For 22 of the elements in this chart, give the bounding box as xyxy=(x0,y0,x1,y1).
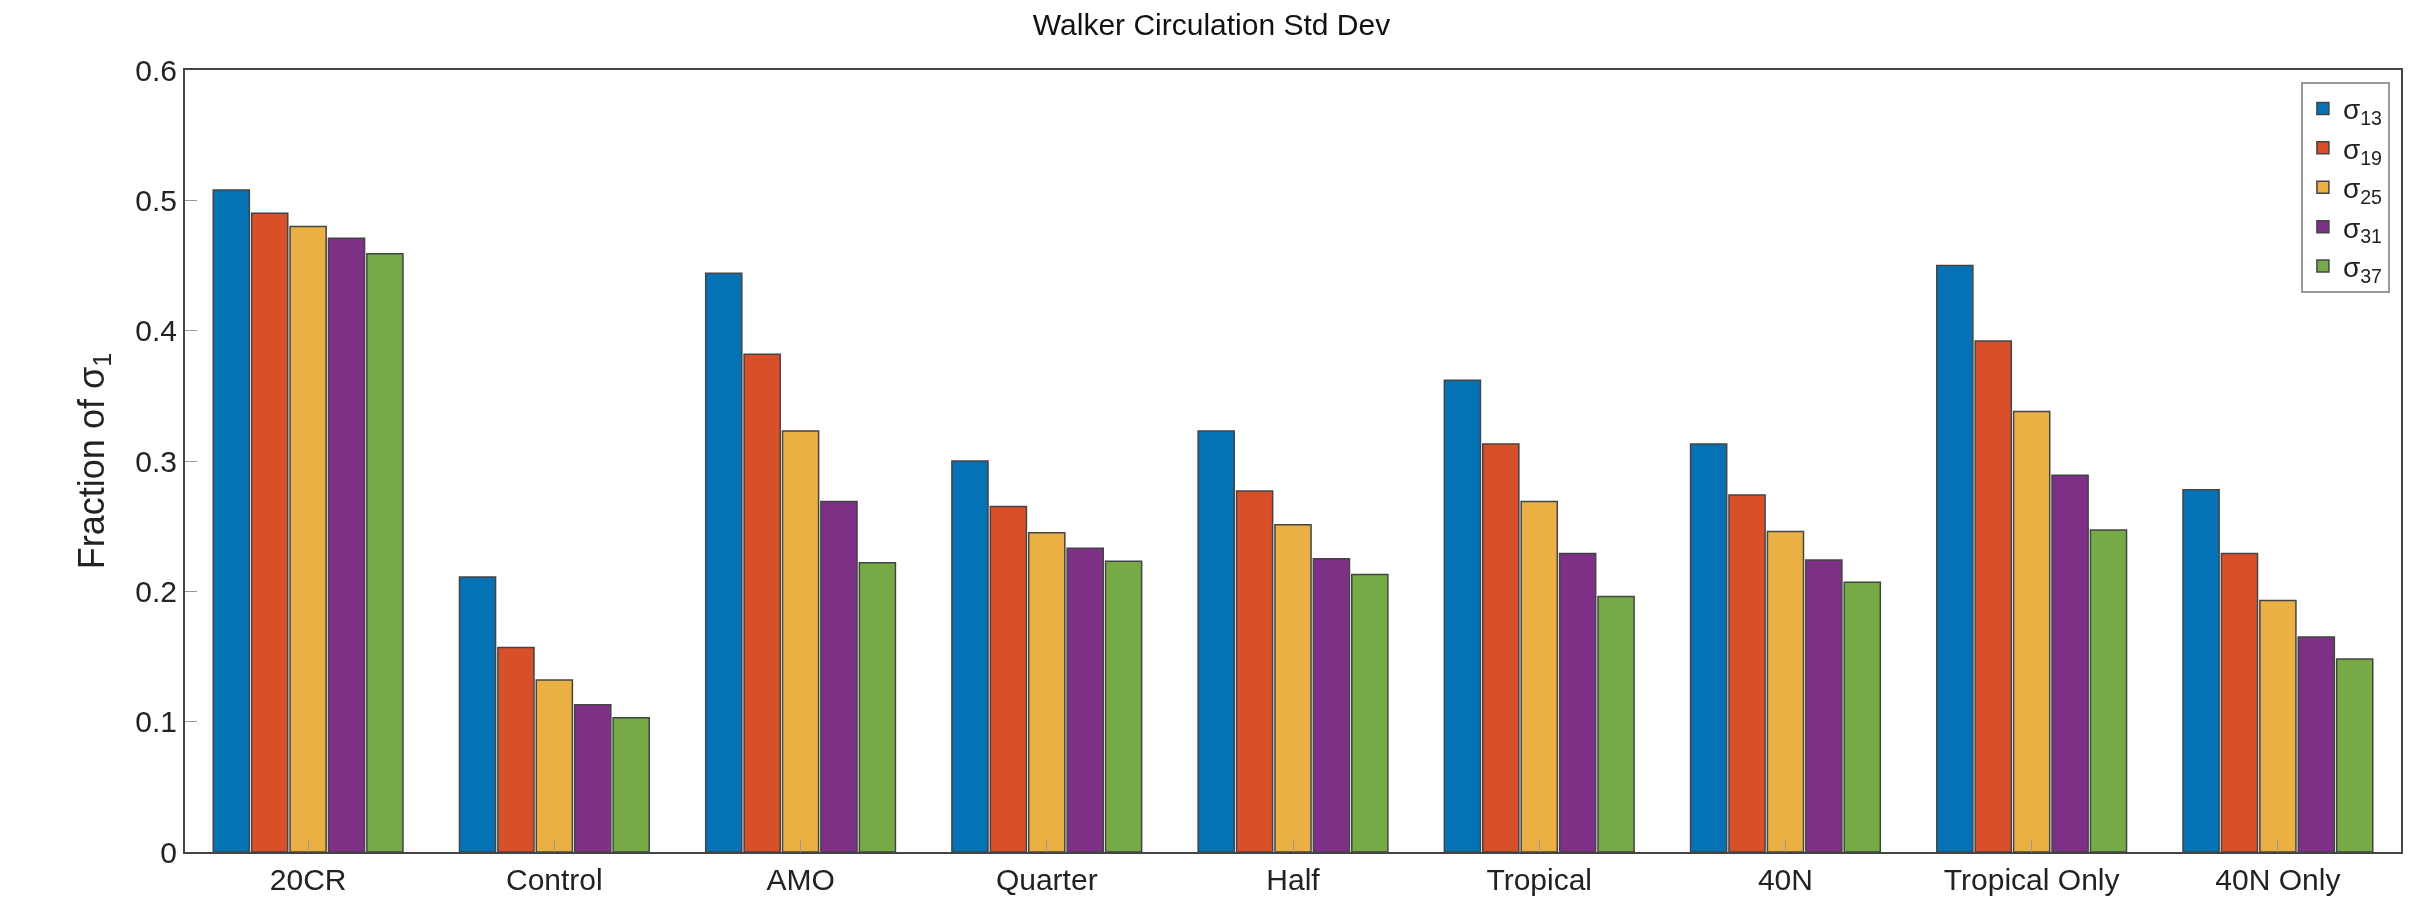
y-tick-label: 0.2 xyxy=(135,574,177,608)
legend-label: σ$_{19}$ xyxy=(2342,133,2382,169)
x-tick-label: Quarter xyxy=(995,863,1098,896)
legend-label: σ$_{13}$ xyxy=(2342,94,2383,130)
y-tick-label: 0.4 xyxy=(135,314,177,348)
legend-label: σ$_{37}$ xyxy=(2342,251,2382,287)
legend-label: σ$_{31}$ xyxy=(2342,212,2382,248)
x-tick-label: Tropical xyxy=(1486,863,1593,896)
x-tick-label: 40N Only xyxy=(2215,863,2341,896)
y-tick-label: 0.5 xyxy=(135,183,177,217)
x-tick-label: Control xyxy=(505,863,603,896)
x-tick-label: AMO xyxy=(766,863,835,896)
y-tick-label: 0.3 xyxy=(135,444,177,478)
chart-title: Walker Circulation Std Dev xyxy=(1032,7,1391,41)
y-tick-label: 0.6 xyxy=(135,53,177,87)
x-tick-label: 20CR xyxy=(269,863,347,896)
y-tick-label: 0 xyxy=(160,835,177,869)
y-tick-label: 0.1 xyxy=(135,705,177,739)
legend-label: σ$_{25}$ xyxy=(2342,173,2383,209)
x-tick-label: Half xyxy=(1266,863,1321,896)
x-tick-label: 40N xyxy=(1757,863,1813,896)
x-tick-label: Tropical Only xyxy=(1943,863,2120,896)
